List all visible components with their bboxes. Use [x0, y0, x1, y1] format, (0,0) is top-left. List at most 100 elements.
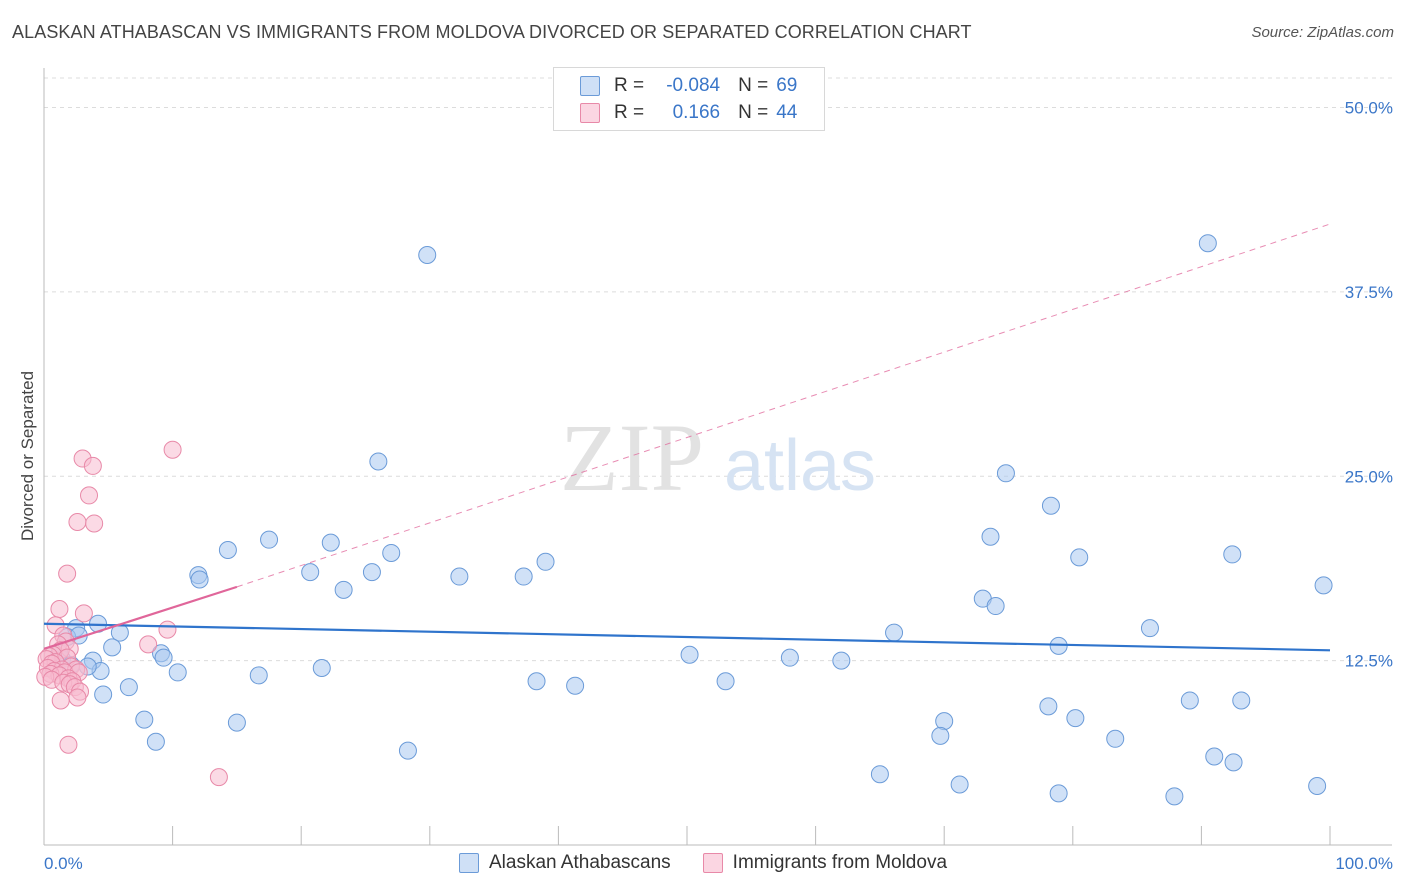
athabascan-point [135, 710, 154, 729]
athabascan-point [249, 666, 268, 685]
trend-layer [43, 223, 1331, 652]
athabascan-point [996, 464, 1015, 483]
athabascan-point [1041, 496, 1060, 515]
athabascan-point [680, 645, 699, 664]
athabascan-point [218, 541, 237, 559]
chart-title: ALASKAN ATHABASCAN VS IMMIGRANTS FROM MO… [12, 22, 972, 42]
athabascan-point [321, 533, 340, 552]
points-layer [36, 234, 1333, 806]
athabascan-point [103, 638, 122, 657]
athabascan-point [935, 712, 954, 731]
athabascan-point [1308, 777, 1327, 795]
moldova-legend-label: Immigrants from Moldova [732, 852, 948, 873]
grid-layer [44, 77, 1392, 662]
athabascan-point [227, 713, 246, 732]
athabascan-point [369, 452, 388, 471]
athabascan-point [1232, 691, 1251, 710]
series-legend: Alaskan Athabascans Immigrants from Mold… [0, 852, 1406, 874]
watermark-zip: ZIP [560, 404, 704, 511]
athabascan-point [119, 678, 138, 697]
athabascan-point [1223, 545, 1242, 564]
legend-item-athabascans[interactable]: Alaskan Athabascans [458, 852, 671, 874]
n-value: 44 [776, 102, 798, 123]
athabascan-point [382, 543, 401, 562]
r-value: 0.166 [672, 102, 721, 123]
athabascan-point [94, 685, 113, 704]
moldova-trend-line [43, 585, 238, 650]
athabascan-point [190, 570, 209, 589]
athabascan-point [885, 623, 904, 642]
athabascan-point [780, 648, 799, 667]
moldova-point [85, 514, 104, 533]
moldova-point [51, 691, 70, 710]
moldova-point [83, 456, 102, 475]
n-label: N = [738, 102, 769, 123]
moldova-point [59, 735, 78, 754]
athabascan-point [1165, 787, 1184, 806]
athabascan-point [986, 597, 1005, 616]
legend-row-athabascan: R = -0.084 N = 69 [580, 73, 797, 99]
moldova-trend-extension [236, 223, 1331, 588]
moldova-point [80, 486, 99, 505]
athabascan-point [1224, 753, 1243, 772]
athabascan-point [981, 527, 1000, 546]
moldova-point [139, 635, 158, 654]
athabascans-legend-swatch [458, 853, 479, 873]
athabascan-point [950, 775, 969, 794]
source-label: Source: ZipAtlas.com [1251, 24, 1394, 41]
athabascan-point [260, 530, 279, 549]
athabascan-point [1140, 619, 1159, 638]
n-value: 69 [776, 75, 798, 96]
athabascan-point [168, 663, 187, 682]
athabascan-point [418, 246, 437, 264]
moldova-point [74, 604, 93, 623]
athabascan-point [870, 765, 889, 784]
athabascan-point [1070, 548, 1089, 567]
moldova-point [163, 440, 182, 459]
r-value: -0.084 [666, 75, 721, 96]
athabascan-point [1180, 691, 1199, 710]
x-tick-label: 100.0% [1335, 854, 1393, 873]
athabascan-point [154, 648, 173, 667]
watermark: ZIP atlas [560, 404, 876, 511]
athabascan-point [1198, 234, 1217, 253]
athabascan-point [301, 563, 320, 582]
n-label: N = [738, 75, 769, 96]
athabascan-point [514, 567, 533, 586]
athabascan-point [146, 732, 165, 751]
athabascan-point [527, 672, 546, 691]
moldova-swatch [580, 103, 600, 123]
moldova-legend-swatch [702, 853, 723, 873]
athabascan-point [450, 567, 469, 586]
athabascan-point [334, 580, 353, 599]
label-layer: 12.5% 25.0% 37.5% 50.0% 0.0% 100.0% [44, 99, 1393, 874]
moldova-point [68, 512, 87, 531]
legend-row-moldova: R = 0.166 N = 44 [580, 100, 797, 126]
legend-item-moldova[interactable]: Immigrants from Moldova [702, 852, 948, 874]
athabascan-point [566, 676, 585, 695]
x-tick-label: 0.0% [44, 854, 83, 873]
athabascan-point [832, 651, 851, 670]
athabascan-point [716, 672, 735, 691]
y-tick-label: 12.5% [1345, 652, 1393, 671]
watermark-atlas: atlas [724, 426, 876, 506]
moldova-point [209, 768, 228, 787]
moldova-point [50, 600, 69, 618]
athabascan-point [536, 552, 555, 571]
r-label: R = [614, 102, 645, 123]
athabascan-point [1049, 784, 1068, 803]
athabascans-legend-label: Alaskan Athabascans [488, 852, 671, 873]
athabascan-point [398, 741, 417, 760]
r-label: R = [614, 75, 645, 96]
axis-layer [43, 68, 1392, 846]
athabascan-point [1106, 729, 1125, 748]
athabascan-swatch [580, 76, 600, 96]
stats-legend: R = -0.084 N = 69 R = 0.166 N = 44 [553, 67, 825, 131]
athabascan-point [1066, 709, 1085, 728]
athabascan-point [1205, 747, 1224, 766]
athabascan-trend-line [43, 622, 1331, 652]
y-tick-label: 25.0% [1345, 467, 1393, 486]
athabascan-point [312, 659, 331, 677]
athabascan-point [931, 726, 950, 745]
